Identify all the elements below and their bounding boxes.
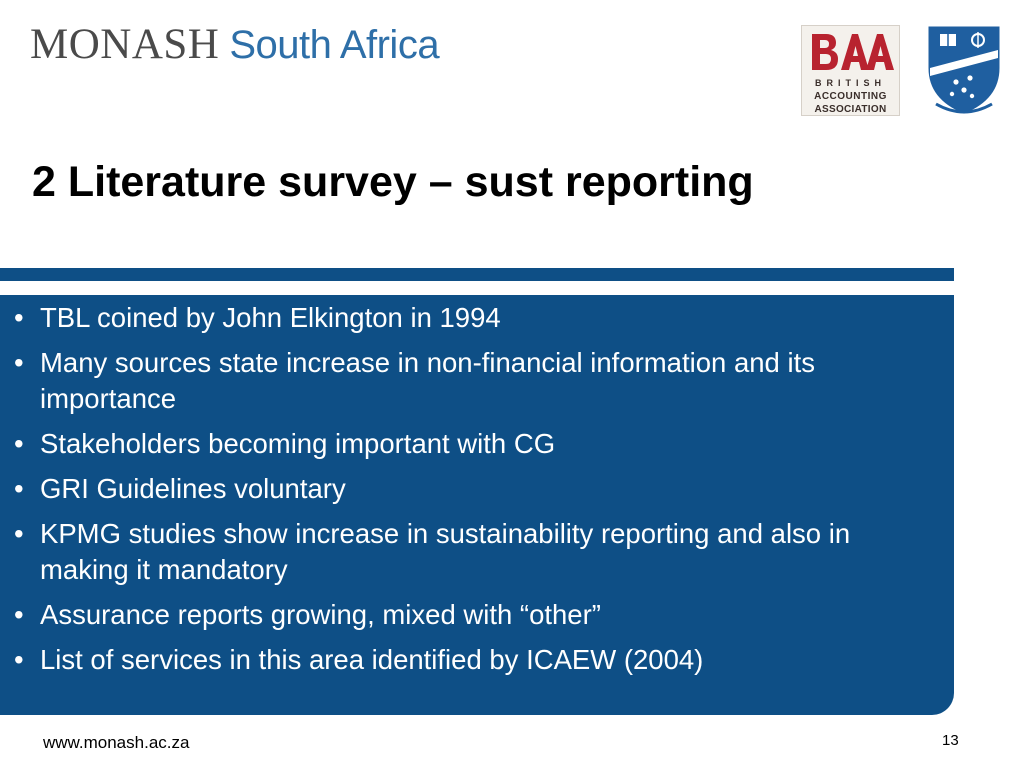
bullet-item: Assurance reports growing, mixed with “o… — [12, 597, 934, 633]
baa-monogram-icon — [808, 30, 895, 74]
bullet-item: TBL coined by John Elkington in 1994 — [12, 300, 934, 336]
bullet-panel: TBL coined by John Elkington in 1994 Man… — [0, 295, 954, 715]
bullet-list: TBL coined by John Elkington in 1994 Man… — [12, 300, 934, 678]
baa-line-accounting: ACCOUNTING — [814, 91, 887, 102]
british-accounting-association-logo: BRITISH ACCOUNTING ASSOCIATION — [801, 25, 900, 116]
bullet-item: Stakeholders becoming important with CG — [12, 426, 934, 462]
baa-line-british: BRITISH — [815, 78, 886, 88]
brand-monash-text: MONASH — [30, 21, 220, 68]
brand-region-text: South Africa — [229, 23, 440, 67]
bullet-item: GRI Guidelines voluntary — [12, 471, 934, 507]
bullet-item: Many sources state increase in non-finan… — [12, 345, 934, 417]
footer-url: www.monash.ac.za — [43, 733, 190, 752]
baa-line-association: ASSOCIATION — [814, 104, 887, 115]
title-divider-bar — [0, 268, 954, 281]
page-number: 13 — [942, 732, 959, 749]
bullet-item: List of services in this area identified… — [12, 642, 934, 678]
monash-south-africa-logo: MONASH South Africa — [30, 20, 440, 70]
bullet-item: KPMG studies show increase in sustainabi… — [12, 516, 934, 588]
slide-title: 2 Literature survey – sust reporting — [32, 158, 754, 206]
university-crest-icon — [928, 26, 1000, 114]
